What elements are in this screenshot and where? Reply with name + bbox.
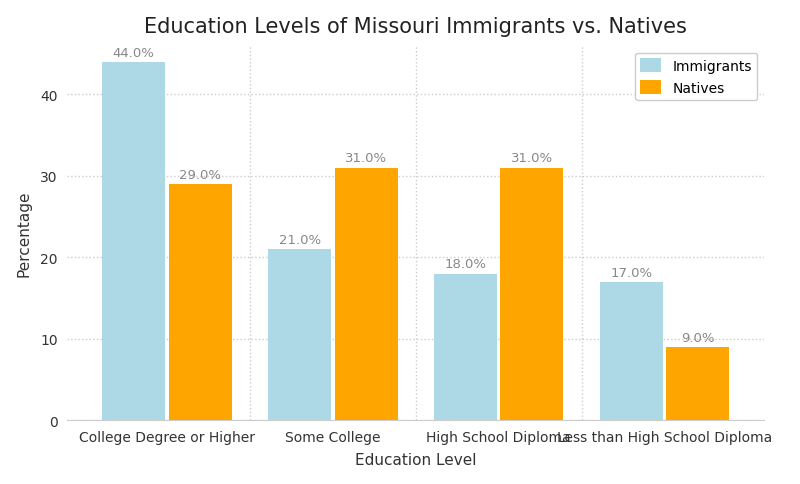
- Text: 21.0%: 21.0%: [278, 233, 321, 246]
- Bar: [102, 63, 166, 421]
- Text: 31.0%: 31.0%: [345, 152, 387, 165]
- Bar: [666, 347, 730, 421]
- Bar: [334, 168, 398, 421]
- Text: 44.0%: 44.0%: [113, 46, 154, 60]
- X-axis label: Education Level: Education Level: [355, 453, 477, 468]
- Bar: [268, 250, 331, 421]
- Title: Education Levels of Missouri Immigrants vs. Natives: Education Levels of Missouri Immigrants …: [144, 16, 687, 37]
- Text: 29.0%: 29.0%: [179, 168, 221, 182]
- Text: 31.0%: 31.0%: [511, 152, 553, 165]
- Text: 9.0%: 9.0%: [681, 331, 714, 344]
- Bar: [501, 168, 563, 421]
- Text: 18.0%: 18.0%: [445, 258, 486, 271]
- Bar: [434, 274, 497, 421]
- Text: 17.0%: 17.0%: [610, 266, 653, 279]
- Bar: [169, 185, 232, 421]
- Bar: [600, 282, 663, 421]
- Legend: Immigrants, Natives: Immigrants, Natives: [634, 53, 758, 101]
- Y-axis label: Percentage: Percentage: [17, 190, 32, 276]
